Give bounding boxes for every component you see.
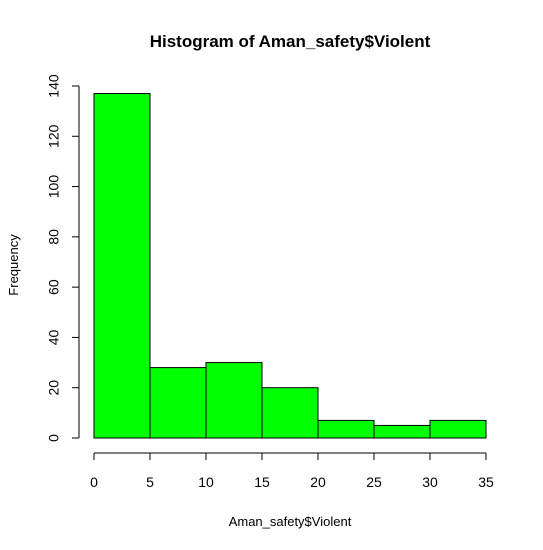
- bars-group: [93, 93, 487, 439]
- y-tick-label-2: 40: [46, 329, 62, 345]
- y-tick-label-1: 20: [46, 380, 62, 396]
- y-tick-label-7: 140: [46, 74, 62, 98]
- x-axis-label: Aman_safety$Violent: [229, 514, 352, 529]
- x-tick-label-6: 30: [422, 474, 438, 490]
- x-tick-label-3: 15: [254, 474, 270, 490]
- histogram-bar-1: [149, 367, 207, 439]
- y-axis-label: Frequency: [6, 234, 21, 296]
- x-tick-label-4: 20: [310, 474, 326, 490]
- histogram-bar-4: [317, 419, 375, 439]
- y-axis-ticks: 0 20 40 60 80 100 120 140: [46, 74, 79, 442]
- y-tick-label-4: 80: [46, 229, 62, 245]
- histogram-bar-5: [373, 424, 431, 439]
- histogram-bar-6: [429, 419, 487, 439]
- x-tick-label-5: 25: [366, 474, 382, 490]
- y-tick-label-3: 60: [46, 279, 62, 295]
- y-tick-label-0: 0: [46, 434, 62, 442]
- x-axis-ticks: 0 5 10 15 20 25 30 35: [90, 453, 494, 490]
- y-tick-label-6: 120: [46, 124, 62, 148]
- x-tick-label-0: 0: [90, 474, 98, 490]
- histogram-bar-0: [93, 93, 151, 439]
- x-tick-label-1: 5: [146, 474, 154, 490]
- chart-title: Histogram of Aman_safety$Violent: [150, 32, 431, 51]
- y-tick-label-5: 100: [46, 175, 62, 199]
- x-tick-label-2: 10: [198, 474, 214, 490]
- x-tick-label-7: 35: [478, 474, 494, 490]
- histogram-bar-2: [205, 362, 263, 439]
- histogram-bar-3: [261, 387, 319, 439]
